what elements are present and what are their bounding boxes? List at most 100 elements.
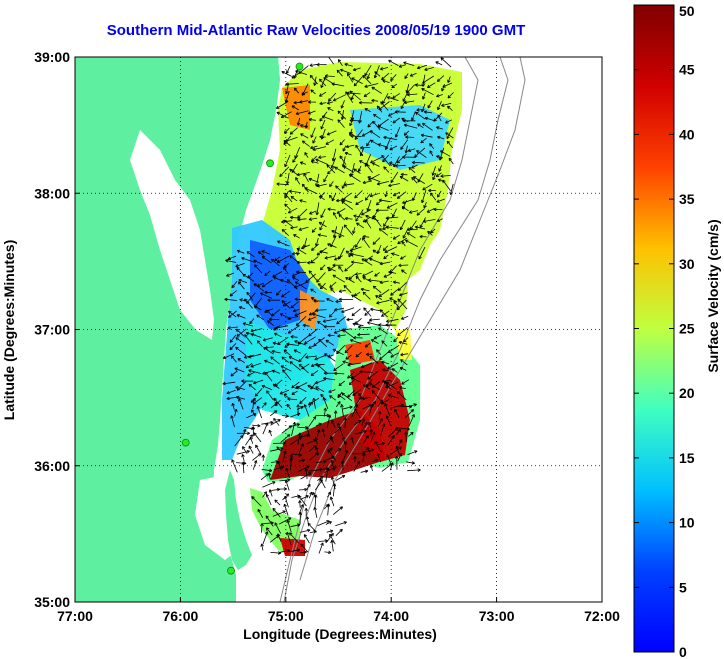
velocity-arrowhead [328,550,332,555]
velocity-arrows [222,57,454,555]
velocity-arrowhead [354,244,358,248]
velocity-arrow [317,321,326,328]
velocity-arrowhead [345,144,350,149]
velocity-arrow [270,461,279,463]
velocity-arrow [283,349,291,356]
velocity-arrow [324,255,337,259]
velocity-arrow [276,289,282,296]
velocity-arrowhead [277,533,281,537]
velocity-patch [250,240,310,330]
velocity-arrow [280,434,291,443]
velocity-arrow [280,279,290,284]
velocity-arrow [374,71,381,77]
velocity-arrow [362,449,375,453]
velocity-arrowhead [312,416,317,420]
velocity-arrowhead [289,131,294,135]
velocity-arrow [379,199,391,203]
velocity-arrowhead [265,515,269,519]
velocity-arrowhead [379,399,383,403]
velocity-arrow [297,208,308,219]
velocity-arrowhead [392,120,396,124]
velocity-arrowhead [268,489,273,493]
velocity-arrow [350,135,362,137]
velocity-arrow [353,396,362,409]
velocity-arrowhead [298,495,302,499]
velocity-arrow [272,507,281,518]
velocity-arrow [364,310,371,316]
velocity-arrow [341,181,346,189]
velocity-patch [282,85,310,130]
velocity-arrow [346,92,361,95]
velocity-arrowhead [337,422,341,426]
velocity-arrowhead [244,334,248,338]
velocity-arrowhead [235,395,240,400]
velocity-arrow [297,426,308,429]
velocity-arrowhead [363,93,368,97]
x-tick-label: 73:00 [479,608,515,624]
velocity-arrow [396,390,407,401]
velocity-arrow [436,218,443,222]
velocity-arrow [333,363,344,371]
velocity-arrowhead [349,131,353,136]
velocity-arrowhead [312,312,316,317]
velocity-arrow [364,65,372,77]
velocity-arrow [261,523,263,533]
velocity-arrowhead [349,122,353,127]
velocity-arrow [277,533,282,542]
velocity-arrowhead [391,214,396,218]
velocity-arrowhead [320,475,324,479]
velocity-arrowhead [379,356,383,360]
velocity-arrowhead [310,160,315,164]
velocity-arrowhead [313,494,318,498]
velocity-arrow [445,119,453,124]
velocity-arrowhead [253,283,258,287]
velocity-arrowhead [257,453,262,457]
velocity-arrow [350,339,362,344]
velocity-arrow [251,496,262,507]
velocity-arrowhead [386,96,391,100]
velocity-arrow [313,397,316,409]
velocity-arrow [447,105,453,111]
velocity-arrowhead [270,356,274,360]
velocity-arrow [236,314,246,319]
velocity-arrow [343,285,352,293]
velocity-arrowhead [344,349,349,354]
velocity-arrowhead [329,284,333,288]
velocity-arrowhead [358,101,362,105]
colorbar-tick-label: 0 [679,644,687,659]
velocity-arrowhead [235,264,239,268]
velocity-arrowhead [304,340,308,345]
velocity-arrowhead [260,543,264,547]
velocity-arrow [284,154,291,167]
velocity-arrow [324,353,336,362]
velocity-arrowhead [288,425,293,429]
velocity-arrowhead [379,418,383,422]
velocity-arrow [415,84,425,86]
velocity-arrowhead [263,491,267,495]
velocity-arrow [423,219,436,222]
velocity-arrow [310,370,319,376]
velocity-arrow [409,210,418,213]
velocity-arrow [385,190,388,197]
velocity-arrowhead [352,230,356,234]
velocity-arrow [372,120,381,131]
velocity-arrow [257,251,264,256]
velocity-arrow [283,140,291,147]
velocity-arrow [383,273,391,278]
velocity-arrow [383,166,390,173]
velocity-arrow [267,320,275,327]
velocity-arrow [430,228,436,234]
velocity-arrowhead [313,445,317,449]
velocity-arrowhead [336,320,340,325]
velocity-arrow [307,110,316,115]
velocity-arrowhead [307,317,312,321]
velocity-arrowhead [330,532,334,537]
velocity-arrow [382,369,389,372]
velocity-arrow [223,353,235,359]
velocity-arrowhead [442,179,446,184]
velocity-arrowhead [398,452,402,457]
velocity-arrowhead [376,301,380,305]
velocity-arrow [442,179,452,192]
velocity-arrow [377,418,383,427]
radar-station-marker [227,566,235,575]
